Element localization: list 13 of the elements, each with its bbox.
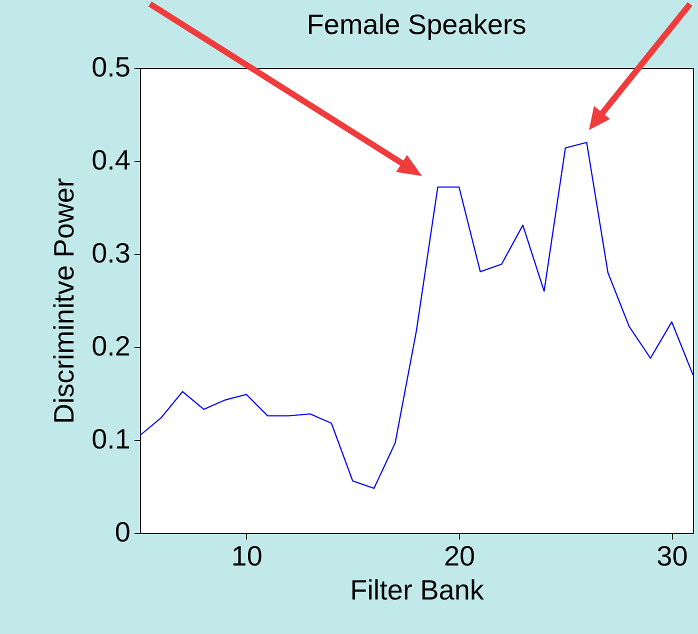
y-tick-label: 0.5 (92, 52, 130, 82)
x-tick-label: 30 (656, 540, 688, 572)
x-tick-label: 10 (231, 540, 262, 572)
x-tick-label: 20 (444, 540, 476, 572)
y-tick-label: 0.2 (92, 330, 130, 362)
y-tick-label: 0.4 (92, 144, 130, 176)
y-tick-label: 0.3 (92, 238, 130, 268)
x-axis-title: Filter Bank (350, 574, 485, 606)
chart-title: Female Speakers (306, 9, 526, 40)
y-axis-title: Discriminitve Power (48, 178, 80, 424)
y-tick-label: 0.1 (92, 424, 130, 454)
line-series (140, 142, 693, 489)
y-tick-label: 0 (114, 516, 130, 548)
